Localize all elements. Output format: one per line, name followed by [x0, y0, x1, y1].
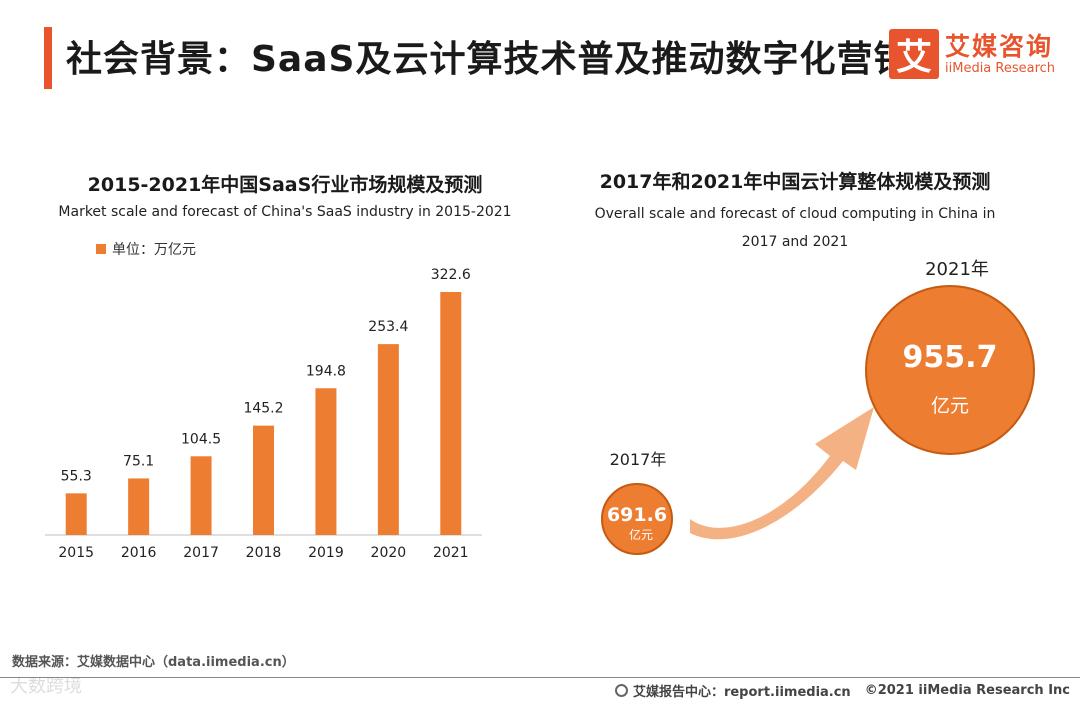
footer-right: 艾媒报告中心：report.iimedia.cn ©2021 iiMedia R…	[614, 681, 1070, 700]
data-label-2020: 253.4	[368, 319, 408, 335]
tick-label-2019: 2019	[308, 545, 344, 561]
saas-chart-subtitle: Market scale and forecast of China's Saa…	[58, 204, 512, 220]
legend-label: 单位：万亿元	[112, 242, 196, 258]
logo-mark: 艾	[889, 29, 939, 79]
tick-label-2018: 2018	[246, 545, 282, 561]
bubble-2021-year: 2021年	[925, 259, 989, 280]
bubble-2017	[601, 483, 673, 555]
tick-label-2020: 2020	[371, 545, 407, 561]
data-label-2021: 322.6	[431, 267, 471, 283]
bar-2020	[377, 344, 399, 535]
data-source: 数据来源：艾媒数据中心（data.iimedia.cn）	[12, 655, 295, 670]
globe-icon	[614, 684, 628, 697]
iimedia-logo: 艾 艾媒咨询 iiMedia Research	[889, 29, 1055, 79]
bubble-2021-unit: 亿元	[931, 395, 969, 417]
data-label-2017: 104.5	[181, 431, 221, 447]
watermark: 大数跨境	[10, 676, 82, 697]
logo-text: 艾媒咨询 iiMedia Research	[945, 31, 1056, 76]
page-title: 社会背景：SaaS及云计算技术普及推动数字化营销	[66, 39, 911, 80]
data-label-2019: 194.8	[306, 363, 346, 379]
data-label-2018: 145.2	[243, 401, 283, 417]
legend-swatch	[96, 244, 106, 254]
copyright: ©2021 iiMedia Research Inc	[864, 683, 1070, 698]
cloud-chart-subtitle: Overall scale and forecast of cloud comp…	[594, 206, 996, 250]
saas-chart-title: 2015-2021年中国SaaS行业市场规模及预测	[87, 174, 483, 196]
logo-name-en: iiMedia Research	[945, 60, 1056, 76]
tick-label-2021: 2021	[433, 545, 469, 561]
logo-name-cn: 艾媒咨询	[945, 31, 1054, 61]
bar-2021	[440, 292, 462, 535]
bubble-2021	[865, 285, 1035, 455]
bubble-2017-value: 691.6	[607, 504, 667, 526]
tick-label-2015: 2015	[58, 545, 94, 561]
bubble-2021-value: 955.7	[903, 340, 998, 375]
cloud-chart-title: 2017年和2021年中国云计算整体规模及预测	[599, 171, 991, 193]
title-accent-bar	[44, 27, 52, 89]
data-label-2015: 55.3	[61, 468, 92, 484]
bar-2015	[65, 493, 87, 535]
tick-label-2016: 2016	[121, 545, 157, 561]
bar-2016	[128, 478, 150, 535]
tick-label-2017: 2017	[183, 545, 219, 561]
footer-divider	[0, 677, 1080, 678]
bar-2018	[253, 425, 274, 535]
bar-2019	[315, 388, 337, 535]
data-label-2016: 75.1	[123, 453, 154, 469]
bubble-2017-unit: 亿元	[629, 527, 653, 542]
saas-chart-legend: 单位：万亿元	[96, 239, 196, 259]
saas-bar-chart: 55.3 2015 75.1 2016 104.5 2017 145.2 2018 194.8 2…	[45, 267, 482, 561]
growth-arrow	[690, 407, 874, 540]
bubble-2017-year: 2017年	[610, 450, 667, 469]
report-center: 艾媒报告中心：report.iimedia.cn	[632, 685, 851, 700]
bar-2017	[190, 456, 212, 535]
